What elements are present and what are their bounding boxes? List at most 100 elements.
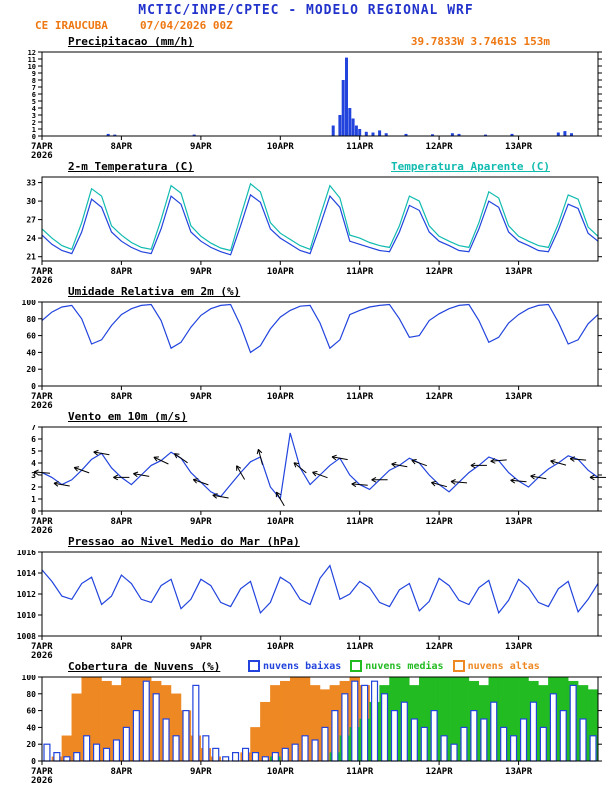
svg-text:2: 2 (31, 483, 36, 492)
svg-text:4: 4 (31, 459, 36, 468)
svg-text:12: 12 (28, 50, 36, 57)
wind-title-row: Vento em 10m (m/s) (0, 410, 612, 425)
chart-title-temperature: 2-m Temperatura (C) (68, 160, 194, 173)
svg-text:12APR: 12APR (426, 517, 454, 527)
chart-title-pressure: Pressao ao Nivel Medio do Mar (hPa) (68, 535, 300, 548)
svg-text:10APR: 10APR (267, 392, 295, 402)
svg-text:2026: 2026 (31, 651, 53, 660)
chart-title-wind: Vento em 10m (m/s) (68, 410, 188, 423)
svg-text:2026: 2026 (31, 276, 53, 285)
svg-text:0: 0 (31, 507, 36, 516)
svg-text:24: 24 (26, 234, 36, 243)
svg-text:7APR: 7APR (31, 267, 53, 277)
svg-text:20: 20 (26, 365, 36, 374)
svg-text:7: 7 (32, 84, 36, 92)
svg-text:0: 0 (31, 382, 36, 391)
svg-text:1010: 1010 (17, 611, 36, 620)
panel-clouds: Cobertura de Nuvens (%) nuvens baixas nu… (0, 660, 612, 785)
svg-text:80: 80 (26, 315, 36, 324)
svg-text:10APR: 10APR (267, 267, 295, 277)
svg-text:2026: 2026 (31, 401, 53, 410)
svg-text:13APR: 13APR (505, 142, 533, 152)
header-row: CE IRAUCUBA 07/04/2026 00Z (0, 19, 612, 35)
svg-text:4: 4 (32, 105, 36, 113)
svg-text:9APR: 9APR (190, 767, 212, 777)
svg-text:8APR: 8APR (111, 767, 133, 777)
svg-text:13APR: 13APR (505, 767, 533, 777)
panel-humidity: Umidade Relativa em 2m (%) 0 20 40 60 80 100 7… (0, 285, 612, 410)
svg-text:6: 6 (32, 91, 36, 99)
svg-text:9APR: 9APR (190, 642, 212, 652)
svg-text:8APR: 8APR (111, 642, 133, 652)
svg-text:9APR: 9APR (190, 142, 212, 152)
apparent-temperature-label: Temperatura Aparente (C) (391, 160, 550, 173)
svg-text:11APR: 11APR (346, 267, 374, 277)
svg-text:27: 27 (26, 216, 36, 225)
svg-text:20: 20 (26, 740, 36, 749)
svg-text:33: 33 (26, 179, 36, 188)
legend-label-high-clouds: nuvens altas (467, 660, 540, 672)
svg-text:13APR: 13APR (505, 267, 533, 277)
svg-text:10APR: 10APR (267, 142, 295, 152)
chart-title-precipitation: Precipitacao (mm/h) (68, 35, 194, 48)
svg-text:1012: 1012 (17, 590, 36, 599)
svg-text:3: 3 (31, 471, 36, 480)
svg-text:5: 5 (31, 447, 36, 456)
svg-text:10APR: 10APR (267, 642, 295, 652)
mid-clouds-swatch-icon (350, 660, 363, 672)
legend-label-low-clouds: nuvens baixas (263, 660, 342, 672)
svg-text:9: 9 (32, 70, 36, 78)
page-title: MCTIC/INPE/CPTEC - MODELO REGIONAL WRF (138, 3, 474, 18)
svg-text:8APR: 8APR (111, 142, 133, 152)
svg-text:12APR: 12APR (426, 267, 454, 277)
svg-text:10APR: 10APR (267, 517, 295, 527)
svg-text:60: 60 (26, 332, 36, 341)
svg-text:60: 60 (26, 707, 36, 716)
svg-text:2026: 2026 (31, 776, 53, 785)
panel-pressure: Pressao ao Nivel Medio do Mar (hPa) 1008… (0, 535, 612, 660)
svg-text:21: 21 (26, 253, 36, 262)
chart-title-clouds: Cobertura de Nuvens (%) (68, 660, 221, 673)
svg-text:8: 8 (32, 77, 36, 85)
svg-text:100: 100 (22, 675, 37, 682)
svg-text:7APR: 7APR (31, 767, 53, 777)
svg-text:8APR: 8APR (111, 517, 133, 527)
svg-text:1: 1 (31, 495, 36, 504)
run-datetime: 07/04/2026 00Z (140, 19, 233, 32)
svg-text:11APR: 11APR (346, 392, 374, 402)
legend-item-mid-clouds: nuvens medias (350, 660, 444, 672)
svg-text:13APR: 13APR (505, 392, 533, 402)
svg-text:100: 100 (22, 300, 37, 307)
cloud-legend: nuvens baixas nuvens medias nuvens altas (248, 660, 540, 672)
svg-text:80: 80 (26, 690, 36, 699)
station-coordinates: 39.7833W 3.7461S 153m (410, 35, 550, 48)
svg-text:1008: 1008 (17, 632, 36, 641)
svg-text:11APR: 11APR (346, 767, 374, 777)
svg-text:12APR: 12APR (426, 142, 454, 152)
legend-item-high-clouds: nuvens altas (452, 660, 540, 672)
svg-text:1: 1 (32, 126, 36, 134)
legend-label-mid-clouds: nuvens medias (365, 660, 444, 672)
svg-text:7APR: 7APR (31, 392, 53, 402)
svg-text:2026: 2026 (31, 151, 53, 160)
svg-text:13APR: 13APR (505, 642, 533, 652)
svg-text:11APR: 11APR (346, 142, 374, 152)
svg-text:2026: 2026 (31, 526, 53, 535)
svg-text:40: 40 (26, 348, 36, 357)
svg-text:9APR: 9APR (190, 392, 212, 402)
svg-text:7APR: 7APR (31, 642, 53, 652)
svg-text:9APR: 9APR (190, 267, 212, 277)
svg-text:10APR: 10APR (267, 767, 295, 777)
svg-text:6: 6 (31, 435, 36, 444)
svg-text:7APR: 7APR (31, 517, 53, 527)
temperature-title-row: 2-m Temperatura (C) Temperatura Aparente… (0, 160, 612, 175)
svg-text:9APR: 9APR (190, 517, 212, 527)
svg-text:11APR: 11APR (346, 517, 374, 527)
svg-text:40: 40 (26, 723, 36, 732)
